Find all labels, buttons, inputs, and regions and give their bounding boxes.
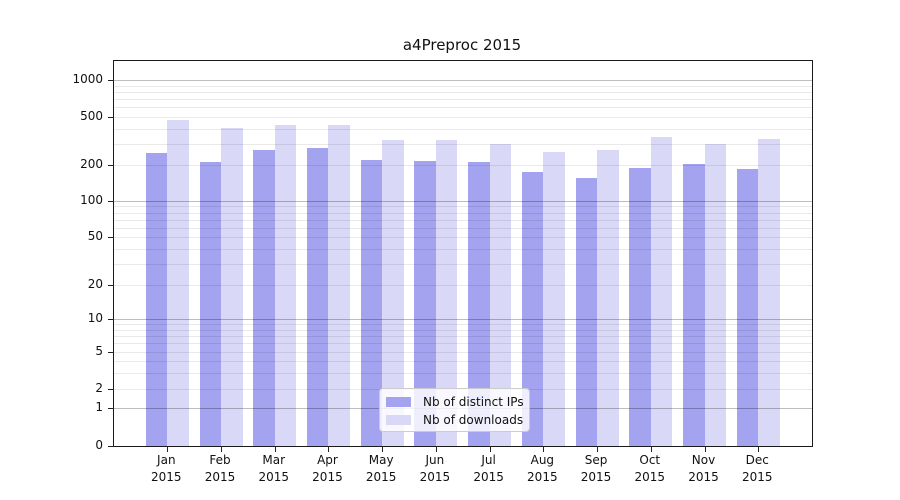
x-tick-label: May 2015 (365, 453, 397, 484)
bar-downloads-aug (543, 152, 565, 446)
legend-row-distinct-ips: Nb of distinct IPs (380, 393, 529, 411)
y-tick-mark (108, 408, 114, 409)
y-tick-label: 10 (87, 311, 103, 325)
x-tick-mark (382, 446, 384, 452)
y-gridline-major (114, 80, 812, 81)
x-tick-mark (167, 446, 169, 452)
x-tick-label: Aug 2015 (527, 453, 558, 484)
x-tick-label: Jul 2015 (473, 453, 504, 484)
bar-downloads-jan (167, 120, 189, 446)
bar-ips-jun (414, 160, 436, 446)
x-tick-mark (543, 446, 545, 452)
y-gridline-minor (114, 117, 812, 118)
legend-swatch-distinct-ips (386, 397, 411, 407)
bar-ips-apr (306, 147, 329, 446)
x-tick-mark (274, 446, 276, 452)
bar-downloads-mar (274, 125, 297, 446)
legend-label-downloads: Nb of downloads (423, 413, 524, 427)
x-tick-mark (597, 446, 599, 452)
bar-downloads-jul (489, 143, 512, 446)
bar-downloads-nov (704, 144, 726, 446)
x-tick-label: Oct 2015 (634, 453, 666, 484)
bar-ips-jan (145, 152, 168, 446)
x-tick-mark (221, 446, 223, 452)
y-tick-mark (108, 165, 114, 166)
x-tick-mark (650, 446, 652, 452)
x-tick-mark (704, 446, 706, 452)
y-gridline-minor (114, 85, 812, 87)
x-tick-mark (328, 446, 330, 452)
y-tick-label: 1000 (72, 72, 103, 86)
y-tick-mark (108, 237, 114, 238)
y-tick-label: 100 (80, 193, 103, 207)
x-tick-label: Sep 2015 (580, 453, 612, 484)
bar-downloads-feb (221, 128, 243, 446)
y-tick-mark (108, 319, 114, 320)
x-tick-mark (435, 446, 437, 452)
y-tick-mark (108, 446, 114, 447)
y-tick-label: 5 (95, 344, 103, 358)
y-gridline-minor (114, 99, 812, 101)
legend-label-distinct-ips: Nb of distinct IPs (423, 395, 524, 409)
bar-ips-dec (736, 168, 759, 446)
y-tick-mark (108, 352, 114, 353)
x-tick-label: Feb 2015 (204, 453, 236, 484)
x-tick-label: Jun 2015 (419, 453, 451, 484)
bar-ips-oct (629, 168, 651, 446)
y-gridline-minor (114, 91, 812, 93)
y-tick-label: 50 (87, 229, 103, 243)
x-tick-label: Jan 2015 (151, 453, 182, 484)
bar-downloads-dec (758, 138, 780, 446)
y-tick-mark (108, 389, 114, 390)
y-tick-label: 1 (95, 400, 103, 414)
bar-downloads-apr (328, 125, 350, 446)
bar-ips-sep (575, 178, 598, 446)
bar-ips-aug (521, 171, 544, 446)
y-gridline-minor (114, 107, 812, 109)
legend: Nb of distinct IPs Nb of downloads (379, 388, 530, 432)
y-tick-label: 20 (87, 277, 103, 291)
x-tick-mark (758, 446, 760, 452)
legend-row-downloads: Nb of downloads (380, 411, 529, 429)
bar-ips-jul (468, 161, 490, 446)
y-tick-label: 0 (95, 438, 103, 452)
legend-swatch-downloads (386, 415, 411, 425)
y-tick-label: 2 (95, 381, 103, 395)
y-tick-mark (108, 80, 114, 81)
y-tick-label: 200 (80, 157, 103, 171)
y-tick-mark (108, 117, 114, 118)
bar-ips-feb (199, 161, 222, 446)
y-tick-mark (108, 201, 114, 202)
bar-ips-mar (253, 149, 275, 446)
x-tick-label: Nov 2015 (688, 453, 719, 484)
x-tick-mark (489, 446, 491, 452)
x-tick-label: Dec 2015 (741, 453, 773, 484)
bar-ips-nov (683, 164, 705, 446)
plot-area (108, 60, 813, 452)
y-tick-mark (108, 285, 114, 286)
chart-title: a4Preproc 2015 (402, 36, 522, 54)
bar-downloads-may (382, 140, 404, 446)
bar-downloads-jun (435, 140, 458, 446)
y-gridline-minor (114, 128, 812, 130)
y-tick-label: 500 (80, 109, 103, 123)
bar-downloads-sep (597, 149, 619, 446)
x-tick-label: Mar 2015 (258, 453, 289, 484)
bar-ips-may (360, 159, 383, 446)
bar-downloads-oct (650, 137, 673, 446)
x-tick-label: Apr 2015 (312, 453, 343, 484)
